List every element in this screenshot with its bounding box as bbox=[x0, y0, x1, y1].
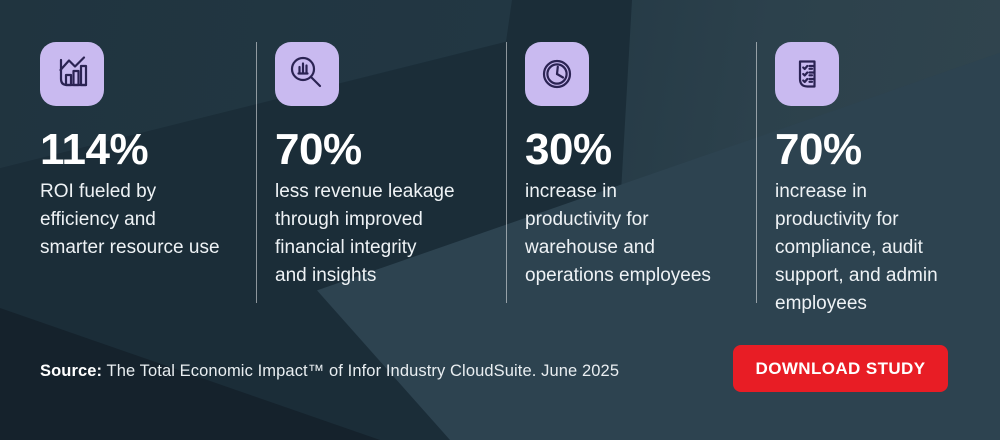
stat-column-warehouse-productivity: 30% increase in productivity for warehou… bbox=[525, 42, 737, 290]
column-divider bbox=[256, 42, 257, 303]
stat-description: ROI fueled by efficiency and smarter res… bbox=[40, 181, 220, 258]
stat-column-revenue-leakage: 70% less revenue leakage through improve… bbox=[275, 42, 471, 290]
clock-icon bbox=[525, 42, 589, 106]
source-text: The Total Economic Impact™ of Infor Indu… bbox=[102, 362, 620, 380]
stat-description: increase in productivity for warehouse a… bbox=[525, 181, 711, 286]
stat-column-roi: 114% ROI fueled by efficiency and smarte… bbox=[40, 42, 236, 262]
column-divider bbox=[756, 42, 757, 303]
checklist-document-icon bbox=[775, 42, 839, 106]
stat-description: less revenue leakage through improved fi… bbox=[275, 181, 455, 286]
stat-column-admin-productivity: 70% increase in productivity for complia… bbox=[775, 42, 975, 318]
stat-value: 70% bbox=[775, 125, 862, 174]
stat-value: 70% bbox=[275, 125, 362, 174]
stat-description: increase in productivity for compliance,… bbox=[775, 181, 938, 314]
source-citation: Source: The Total Economic Impact™ of In… bbox=[40, 362, 619, 381]
magnifier-chart-icon bbox=[275, 42, 339, 106]
source-label: Source: bbox=[40, 362, 103, 380]
bar-chart-trend-icon bbox=[40, 42, 104, 106]
stat-value: 30% bbox=[525, 125, 612, 174]
column-divider bbox=[506, 42, 507, 303]
download-study-button[interactable]: DOWNLOAD STUDY bbox=[733, 345, 948, 392]
stat-value: 114% bbox=[40, 125, 149, 174]
